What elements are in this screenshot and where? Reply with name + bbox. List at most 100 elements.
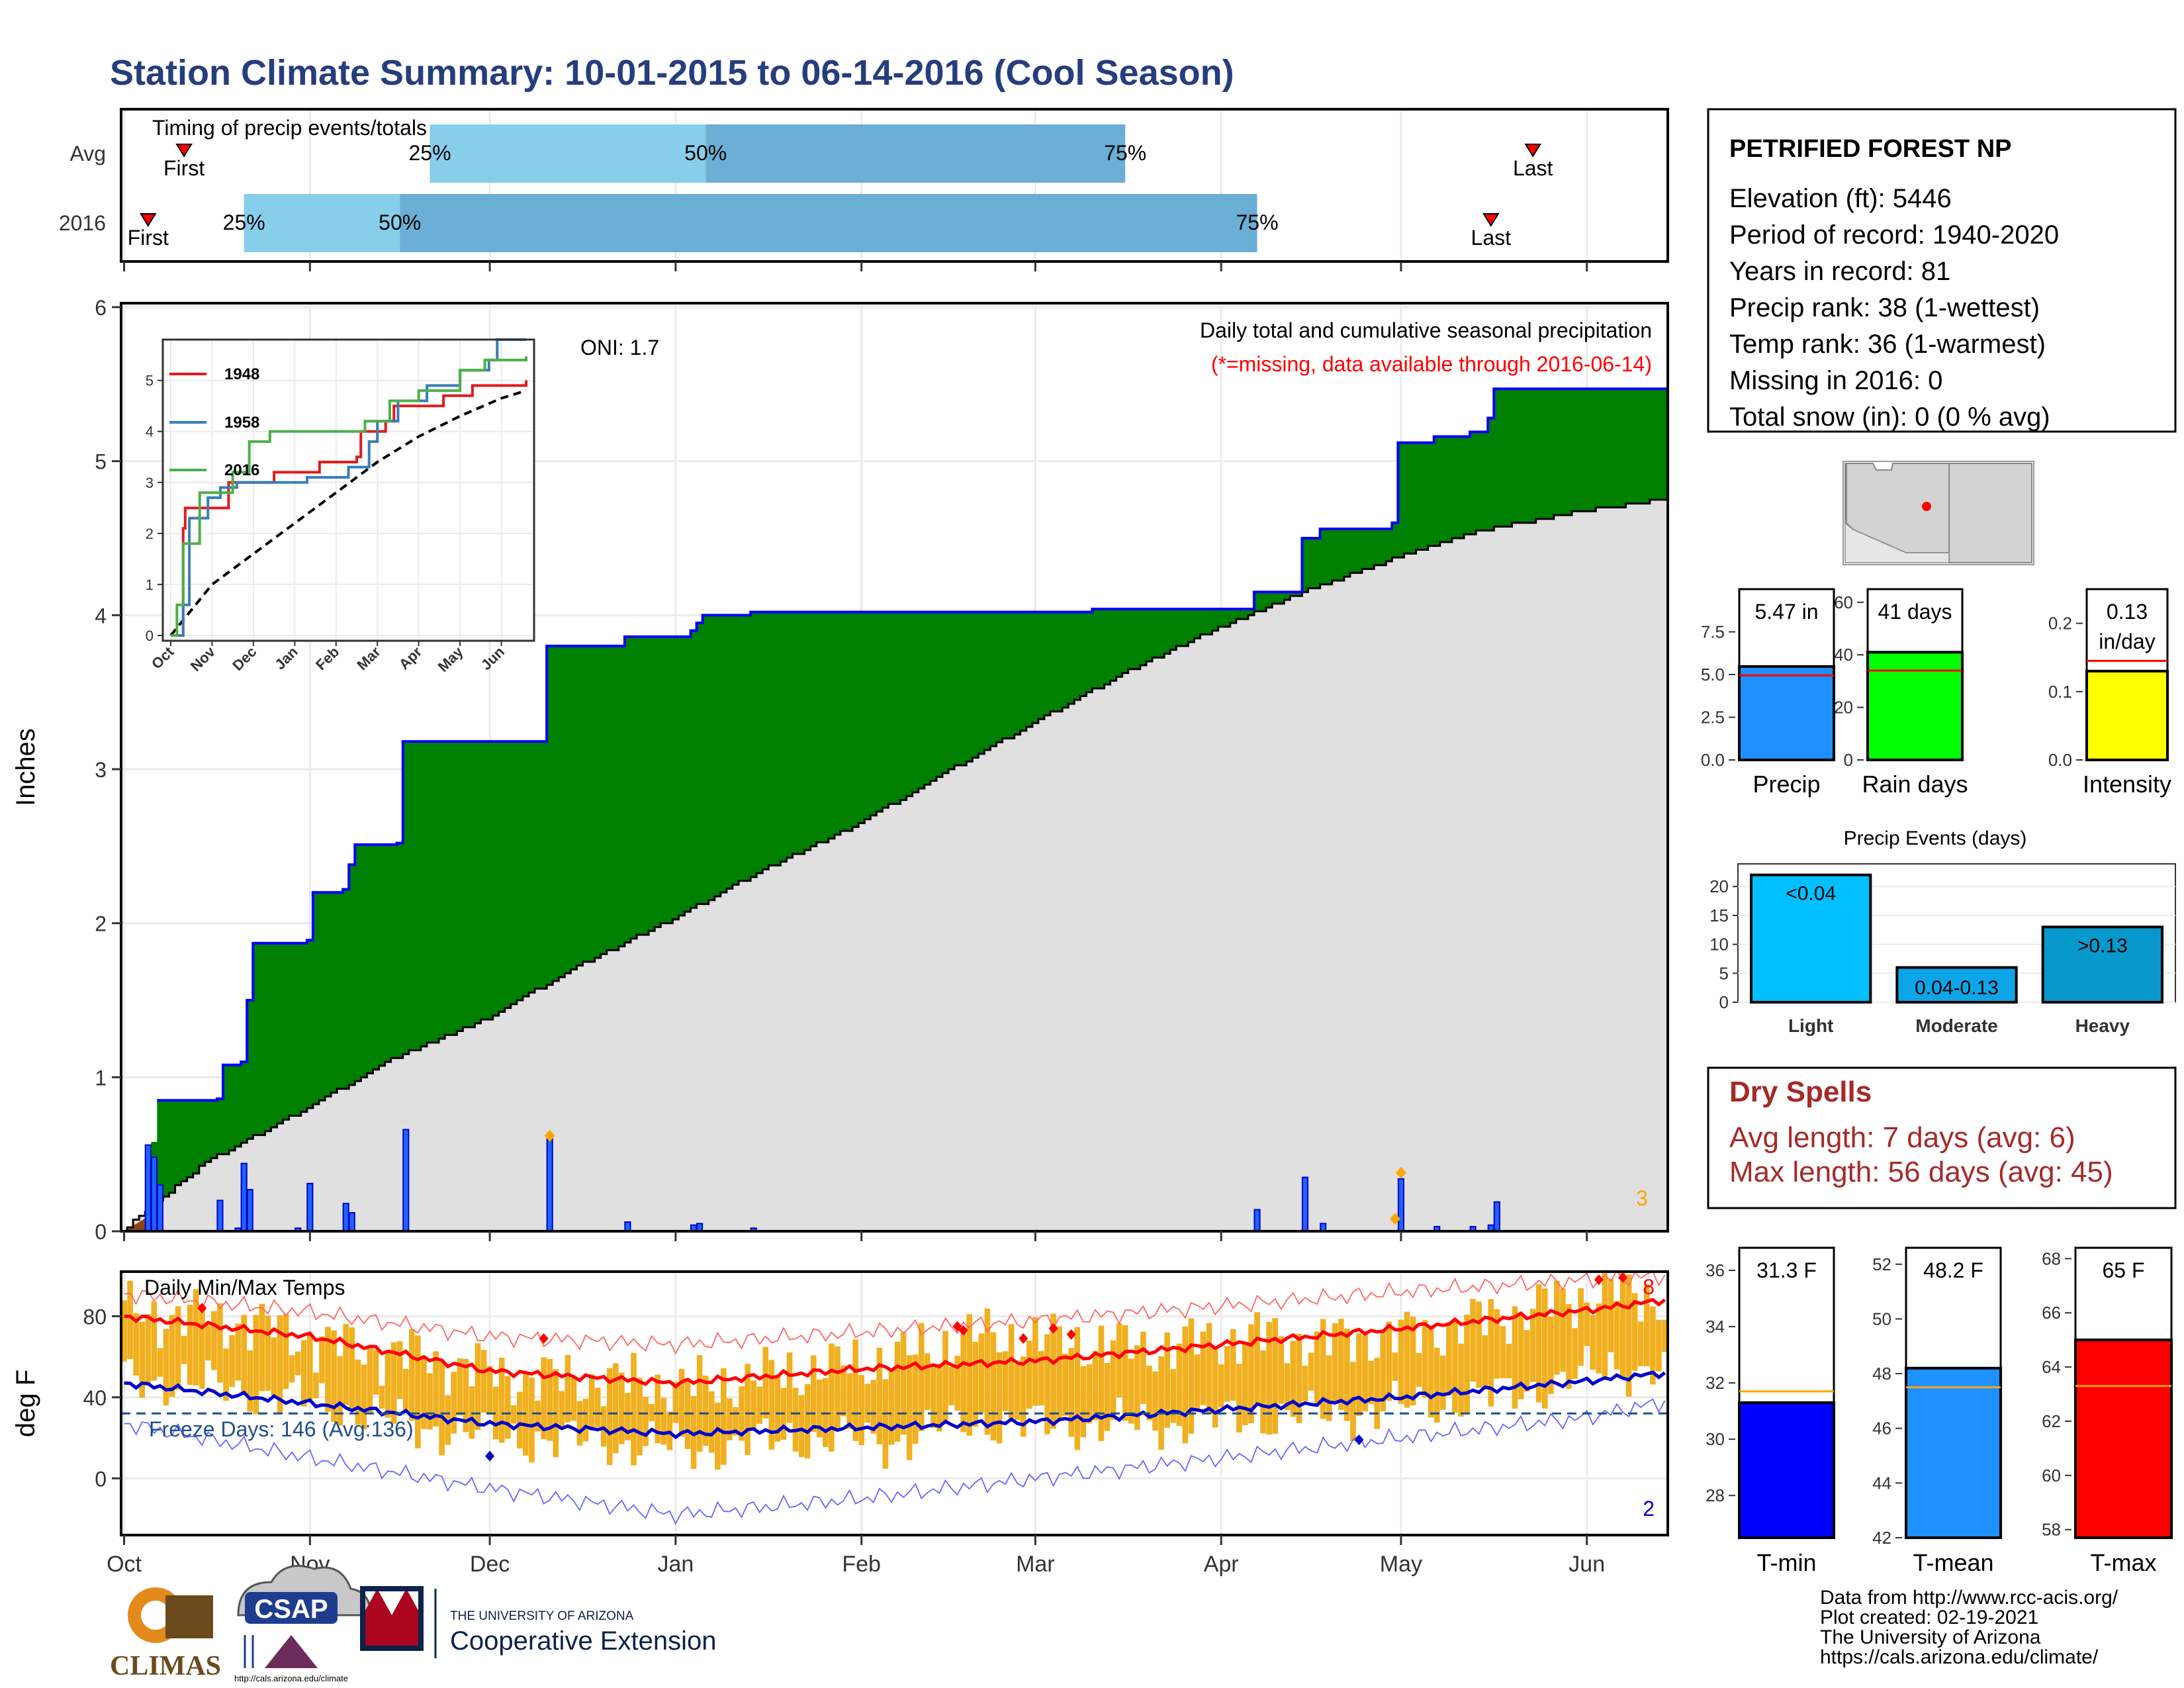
daily-precip-bar <box>156 1184 163 1232</box>
timing-bar-q50-q75 <box>400 194 1257 252</box>
daily-temp-bar <box>169 1315 175 1397</box>
daily-temp-bar <box>247 1350 253 1412</box>
daily-temp-bar <box>1248 1324 1254 1424</box>
temp-high-count: 8 <box>1643 1275 1655 1299</box>
daily-temp-bar <box>942 1331 948 1425</box>
tmax-y-tick-label: 58 <box>2042 1520 2061 1540</box>
timing-q25-label: 25% <box>408 141 451 165</box>
station-period: Period of record: 1940-2020 <box>1729 220 2059 250</box>
daily-temp-bar <box>355 1359 361 1425</box>
daily-temp-bar <box>1404 1311 1410 1408</box>
station-years: Years in record: 81 <box>1729 257 1950 286</box>
daily-temp-bar <box>1380 1331 1387 1412</box>
daily-temp-bar <box>570 1378 577 1421</box>
daily-temp-bar <box>888 1370 895 1445</box>
daily-temp-bar <box>1062 1353 1068 1416</box>
timing-q75-label: 75% <box>1236 211 1278 234</box>
rain_days-y-tick-label: 0 <box>1844 750 1853 770</box>
precip_total-y-tick-label: 7.5 <box>1701 622 1725 642</box>
daily-temp-bar <box>1362 1335 1368 1412</box>
daily-temp-bar <box>265 1315 271 1391</box>
tmin-value-label: 31.3 F <box>1756 1258 1817 1282</box>
summary-bar-tmin: 31.3 F 28 30 32 34 36 T-min <box>1706 1246 1835 1576</box>
temp-y-label: deg F <box>11 1370 40 1437</box>
daily-temp-bar <box>984 1308 991 1435</box>
daily-temp-bar <box>1614 1301 1620 1370</box>
daily-temp-bar <box>1176 1343 1183 1427</box>
record-high-marker <box>1048 1323 1058 1334</box>
daily-temp-bar <box>966 1314 973 1436</box>
daily-temp-bar <box>187 1304 193 1385</box>
csap-logo: CSAP http://cals.arizona.edu/climate <box>234 1565 372 1683</box>
daily-temp-bar <box>1566 1303 1572 1389</box>
daily-temp-bar <box>289 1355 295 1383</box>
precip-frame <box>120 302 1669 1233</box>
daily-temp-bar <box>582 1399 589 1442</box>
oni-label: ONI: 1.7 <box>580 336 659 359</box>
daily-temp-bar <box>1152 1371 1158 1431</box>
daily-temp-bar <box>1212 1348 1218 1428</box>
daily-temp-bar <box>1170 1369 1177 1423</box>
timing-first-label: First <box>163 156 205 180</box>
daily-temp-bar <box>1446 1322 1452 1396</box>
daily-precip-bar <box>246 1189 253 1233</box>
daily-temp-bar <box>1554 1280 1560 1375</box>
events-x-label: Light <box>1788 1015 1833 1036</box>
daily-temp-bar <box>415 1335 421 1449</box>
precip_total-y-tick-label: 0.0 <box>1701 750 1725 770</box>
daily-temp-bar <box>1326 1355 1332 1421</box>
precip_total-value-label: 5.47 in <box>1754 600 1818 624</box>
precip-flag-marker <box>544 1129 555 1142</box>
station-elevation: Elevation (ft): 5446 <box>1729 184 1952 213</box>
daily-temp-bar <box>1092 1350 1099 1421</box>
daily-temp-bar <box>1350 1362 1356 1441</box>
daily-temp-bar <box>367 1348 373 1413</box>
surplus-area <box>121 389 1668 1231</box>
timing-panel: 25% 50% 75% First Last 25% 50% 75% First Last Tim… <box>59 108 1669 271</box>
cumulative-2016-line <box>157 387 1668 1102</box>
csap-mountain-icon <box>265 1635 318 1668</box>
daily-temp-bar <box>637 1378 643 1456</box>
daily-temp-bar <box>1230 1329 1236 1401</box>
daily-temp-bar <box>1182 1326 1189 1444</box>
daily-temp-bar <box>337 1356 343 1426</box>
tmin-y-tick-label: 30 <box>1706 1429 1725 1449</box>
daily-temp-bar <box>810 1355 817 1432</box>
rain_days-bar <box>1866 651 1964 761</box>
csap-logo-text: CSAP <box>254 1595 328 1624</box>
intensity-y-tick-label: 0.1 <box>2048 682 2072 702</box>
tmean-value-label: 48.2 F <box>1923 1258 1983 1282</box>
daily-temp-bar <box>1392 1352 1398 1382</box>
daily-temp-bar <box>1116 1323 1122 1397</box>
daily-temp-bar <box>181 1336 187 1364</box>
daily-temp-bar <box>1482 1335 1488 1390</box>
daily-temp-bar <box>511 1405 517 1424</box>
precip-y-tick-label: 0 <box>95 1220 107 1244</box>
tmean-y-tick-label: 48 <box>1872 1364 1891 1383</box>
daily-temp-bar <box>672 1382 679 1423</box>
daily-temp-bar <box>1026 1340 1032 1409</box>
csap-badge <box>245 1592 338 1624</box>
tmean-bar <box>1905 1366 2002 1539</box>
precip-y-tick-label: 6 <box>95 296 107 320</box>
daily-temp-bar <box>127 1280 133 1360</box>
station-name: PETRIFIED FOREST NP <box>1729 135 2011 163</box>
timing-bar-q25-q50 <box>244 194 400 252</box>
daily-temp-bar <box>756 1386 762 1424</box>
daily-temp-bar <box>978 1333 985 1413</box>
summary-bar-tmean: 48.2 F 42 44 46 48 50 52 T-mean <box>1872 1246 2002 1576</box>
climas-logo: CLIMAS <box>110 1587 221 1681</box>
daily-temp-bar <box>1500 1326 1506 1378</box>
precip-panel: 0 1 2 3 4 5 6 Inches ONI: 1.7 Daily total and … <box>11 296 1669 1244</box>
daily-temp-bar <box>655 1374 661 1444</box>
temp-title: Daily Min/Max Temps <box>144 1276 345 1299</box>
inset-legend-label-2016: 2016 <box>224 461 259 479</box>
inset-series-1948 <box>171 380 527 637</box>
daily-temp-bar <box>1410 1317 1416 1406</box>
daily-temp-bar <box>253 1315 259 1415</box>
daily-temp-bar <box>211 1311 217 1370</box>
daily-temp-bar <box>331 1331 337 1423</box>
